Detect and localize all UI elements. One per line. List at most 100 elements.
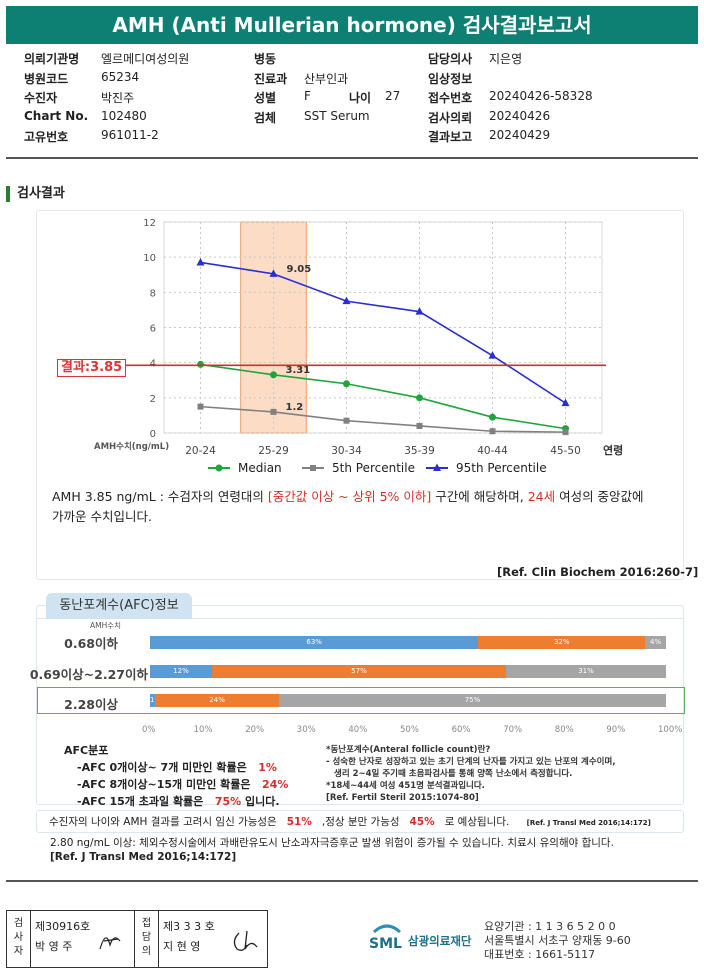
- sml-logo: SML: [369, 924, 402, 952]
- signature-box: 검사자 제30916호 박 영 주 접담의 제3 3 3 호 지 현 영: [6, 910, 268, 968]
- note-text: AMH 3.85 ng/mL : 수검자의 연령대의: [52, 489, 268, 504]
- note-text: 가까운 수치입니다.: [52, 509, 152, 524]
- afc-dist-value: 1%: [258, 761, 277, 774]
- preg-value: 51%: [286, 816, 312, 828]
- info-col-3: 담당의사 지은영 임상정보 접수번호 20240426-58328 검사의뢰 2024…: [428, 50, 593, 148]
- info-value: 961011-2: [101, 128, 159, 142]
- info-value: F: [304, 89, 311, 103]
- svg-text:SML: SML: [369, 936, 402, 952]
- info-value: 지은영: [489, 52, 523, 66]
- pregnancy-box: 수진자의 나이와 AMH 결과를 고려시 임신 가능성은 51% ,정상 분만 …: [36, 810, 684, 833]
- afc-dist-text: -AFC 0개이상~ 7개 미만인 확률은: [77, 761, 247, 774]
- lab-info: 요양기관 : 1 1 3 6 5 2 0 0 서울특별시 서초구 양재동 9-6…: [484, 920, 631, 962]
- info-value: SST Serum: [304, 108, 370, 123]
- afc-def-line: [Ref. Fertil Steril 2015:1074-80]: [326, 793, 479, 803]
- note-range: [중간값 이상 ~ 상위 5% 이하]: [267, 489, 432, 504]
- afc-x-tick: 80%: [554, 725, 574, 735]
- afc-dist-title: AFC분포: [64, 744, 109, 757]
- info-value: 산부인과: [304, 71, 349, 86]
- afc-def-line: *18세~44세 여성 451명 분석결과입니다.: [326, 781, 485, 791]
- info-key: 의뢰기관명: [24, 52, 80, 66]
- lab-line: 요양기관 : 1 1 3 6 5 2 0 0: [484, 920, 616, 933]
- afc-x-tick: 70%: [503, 725, 523, 735]
- afc-tab: 동난포계수(AFC)정보: [46, 593, 192, 619]
- info-key: 병원코드: [24, 71, 69, 86]
- afc-bar-segment: 4%: [645, 636, 666, 649]
- afc-x-tick: 0%: [142, 725, 156, 735]
- afc-bar-segment: 63%: [150, 636, 479, 649]
- afc-def-line: *동난포계수(Anteral follicle count)란?: [326, 745, 491, 755]
- lab-line: 대표번호 : 1661-5117: [484, 948, 596, 961]
- doctor-info: 제3 3 3 호 지 현 영: [159, 911, 267, 967]
- preg-value: 45%: [409, 816, 435, 828]
- doctor-label-text: 접담의: [141, 918, 152, 957]
- tester-signature: [99, 937, 121, 950]
- footer-divider: [6, 880, 698, 882]
- afc-row-label: 0.68이하: [64, 636, 118, 651]
- afc-stacked-bar: 1%24%75%: [150, 694, 666, 707]
- afc-def-line: - 성숙한 난자로 성장하고 있는 초기 단계의 난자를 가지고 있는 난포의 …: [326, 757, 616, 767]
- info-value: 20240426-58328: [489, 89, 593, 103]
- info-key: 검체: [254, 110, 277, 125]
- afc-dist-text: -AFC 15개 초과일 확률은: [77, 795, 204, 808]
- info-key: 병동: [254, 52, 277, 66]
- info-key: 진료과: [254, 71, 288, 86]
- chart-panel: [36, 210, 684, 580]
- info-col-2: 병동 진료과 산부인과 성별 F 나이 27 검체 SST Serum: [254, 50, 400, 128]
- preg-text: 수진자의 나이와 AMH 결과를 고려시 임신 가능성은: [49, 816, 277, 828]
- afc-bar-segment: 1%: [150, 694, 156, 707]
- lab-name: 삼광의료재단: [408, 934, 472, 948]
- afc-x-tick: 90%: [606, 725, 626, 735]
- afc-highlight-row: [37, 687, 685, 714]
- preg-text: ,정상 분만 가능성: [321, 816, 400, 828]
- info-key: 수진자: [24, 91, 58, 105]
- afc-x-tick: 60%: [451, 725, 471, 735]
- note-text: 여성의 중앙값에: [555, 489, 644, 504]
- note-text: 구간에 해당하며,: [431, 489, 528, 504]
- afc-panel: [36, 605, 684, 805]
- afc-dist-text: 입니다.: [245, 795, 280, 808]
- section-title: 검사결과: [6, 186, 65, 202]
- afc-x-tick: 50%: [400, 725, 419, 735]
- afc-tab-line: [36, 618, 684, 619]
- afc-dist-value: 75%: [214, 795, 242, 808]
- afc-x-tick: 10%: [193, 725, 213, 735]
- info-key: 성별: [254, 91, 277, 105]
- doctor-label: 접담의: [135, 911, 159, 967]
- tester-info: 제30916호 박 영 주: [31, 911, 135, 967]
- afc-def-line: 생리 2~4일 주기때 초음파검사를 통해 양쪽 난소에서 측정합니다.: [334, 769, 573, 779]
- info-col-1: 의뢰기관명 엘르메디여성의원 병원코드 65234 수진자 박진주 Chart No.…: [24, 50, 189, 148]
- afc-bar-segment: 31%: [506, 665, 666, 678]
- footnote-ref: [Ref. J Transl Med 2016;14:172]: [50, 851, 237, 863]
- afc-x-tick: 30%: [296, 725, 316, 735]
- afc-axis-sub: AMH수치: [90, 621, 122, 630]
- afc-bar-segment: 32%: [478, 636, 646, 649]
- tester-name: 박 영 주: [35, 940, 73, 953]
- afc-stacked-bar: 63% 32% 4%: [150, 636, 666, 649]
- afc-x-tick: 40%: [348, 725, 368, 735]
- info-value: 엘르메디여성의원: [101, 52, 190, 66]
- footnote-line: 2.80 ng/mL 이상: 체외수정시술에서 과배란유도시 난소과자극증후군 …: [50, 837, 614, 849]
- result-note: AMH 3.85 ng/mL : 수검자의 연령대의 [중간값 이상 ~ 상위 …: [52, 487, 682, 527]
- tester-label: 검사자: [7, 911, 31, 967]
- afc-bar-segment: 57%: [211, 665, 507, 678]
- header-divider: [6, 157, 698, 159]
- chart-reference: [Ref. Clin Biochem 2016:260-7]: [497, 565, 699, 579]
- info-value: 102480: [101, 108, 147, 123]
- info-value: 20240429: [489, 128, 551, 142]
- info-value: 27: [385, 89, 401, 103]
- lab-line: 서울특별시 서초구 양재동 9-60: [484, 934, 631, 947]
- report-title: AMH (Anti Mullerian hormone) 검사결과보고서: [6, 6, 698, 44]
- info-value: 20240426: [489, 108, 551, 123]
- doctor-name: 지 현 영: [163, 940, 201, 953]
- info-value: 박진주: [101, 91, 135, 105]
- doctor-signature: [233, 930, 258, 951]
- afc-stacked-bar: 12% 57% 31%: [150, 665, 666, 678]
- afc-definition: *동난포계수(Anteral follicle count)란? - 성숙한 난…: [326, 744, 616, 804]
- footnote: 2.80 ng/mL 이상: 체외수정시술에서 과배란유도시 난소과자극증후군 …: [50, 836, 614, 864]
- result-label: 결과:3.85: [57, 359, 127, 377]
- afc-row-label: 2.28이상: [64, 697, 118, 712]
- info-key: 나이: [349, 91, 372, 105]
- afc-bar-segment: 12%: [150, 665, 212, 678]
- info-key: 담당의사: [428, 52, 473, 66]
